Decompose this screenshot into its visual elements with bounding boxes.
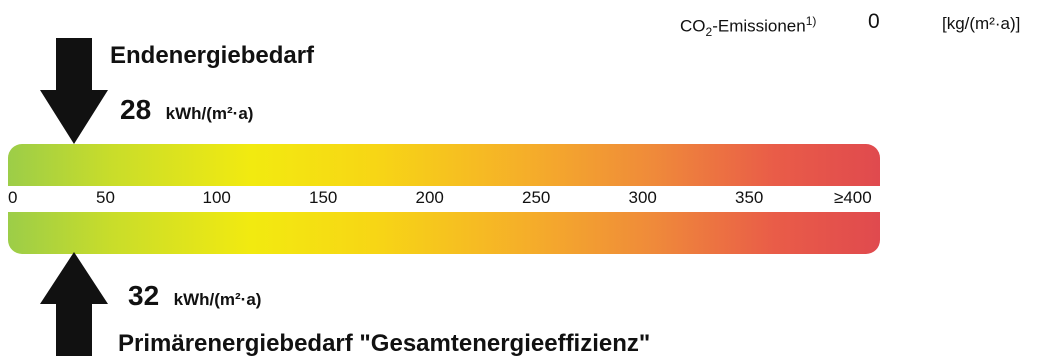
scale-tick-250: 250	[522, 188, 551, 207]
scale-tick-350: 350	[735, 188, 764, 207]
primaerenergie-title: Primärenergiebedarf "Gesamtenergieeffizi…	[118, 330, 651, 357]
endenergie-unit: kWh/(m²·a)	[165, 104, 254, 123]
scale-tick-300: 300	[628, 188, 657, 207]
co2-value: 0	[868, 10, 880, 33]
co2-emissions: CO2-Emissionen1) 0 [kg/(m²·a)]	[680, 8, 1040, 39]
scale-band-top	[8, 144, 880, 186]
co2-label: CO2-Emissionen1)	[680, 14, 816, 39]
co2-label-subscript: 2	[705, 25, 713, 40]
primaerenergie-value-group: 32 kWh/(m²·a)	[128, 280, 261, 312]
endenergie-value-group: 28 kWh/(m²·a)	[120, 94, 253, 126]
scale-tick-200: 200	[415, 188, 444, 207]
scale-tick-100: 100	[202, 188, 231, 207]
scale-tick-50: 50	[96, 188, 115, 207]
scale-tick-400: ≥400	[834, 188, 872, 207]
scale-band-bottom	[8, 212, 880, 254]
scale-tick-0: 0	[8, 188, 18, 207]
endenergie-title: Endenergiebedarf	[110, 42, 315, 69]
co2-footnote: 1)	[805, 14, 817, 28]
co2-label-base: CO	[680, 16, 706, 36]
primaerenergie-unit: kWh/(m²·a)	[173, 290, 262, 309]
primaerenergie-value: 32	[128, 280, 160, 311]
scale-tick-150: 150	[309, 188, 338, 207]
energy-scale: 0 50 100 150 200 250 300 350 ≥400	[8, 144, 880, 254]
endenergie-value: 28	[120, 94, 152, 125]
co2-label-suffix: -Emissionen	[712, 16, 806, 36]
arrow-up-icon	[40, 252, 108, 356]
arrow-down-icon	[40, 38, 108, 144]
co2-unit: [kg/(m²·a)]	[942, 14, 1021, 33]
scale-ticks: 0 50 100 150 200 250 300 350 ≥400	[8, 186, 880, 212]
